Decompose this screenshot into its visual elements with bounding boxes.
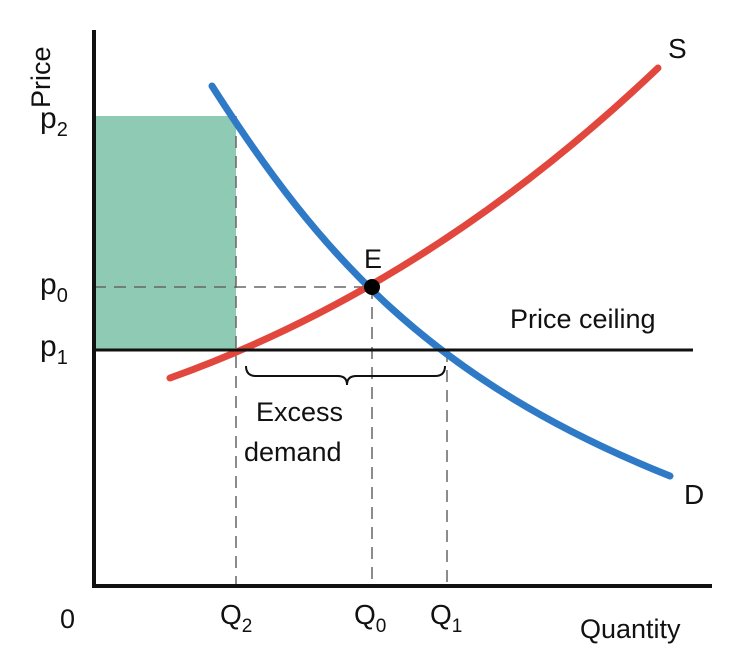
p0-label-sub: 0 (57, 285, 68, 307)
q1-label: Q1 (430, 599, 462, 637)
p1-label-sub: 1 (57, 347, 68, 369)
demand-label: D (684, 479, 704, 510)
p1-label: p1 (40, 330, 68, 369)
p2-label: p2 (40, 102, 68, 141)
p2-label-sub: 2 (57, 119, 68, 141)
excess-demand-label-line1: Excess (256, 397, 343, 427)
q1-label-base: Q (430, 599, 452, 630)
q0-label-base: Q (354, 599, 376, 630)
origin-label: 0 (60, 604, 75, 634)
equilibrium-label: E (364, 244, 382, 274)
supply-label: S (668, 33, 687, 64)
q2-label-sub: 2 (242, 616, 253, 637)
q1-label-sub: 1 (452, 616, 463, 637)
p1-label-base: p (40, 330, 57, 363)
q0-label: Q0 (354, 599, 386, 637)
p0-label: p0 (40, 268, 68, 307)
price-ceiling-label: Price ceiling (510, 304, 656, 334)
shaded-area (94, 116, 236, 350)
q0-label-sub: 0 (376, 616, 387, 637)
excess-demand-label-line2: demand (244, 437, 342, 467)
excess-demand-brace (245, 365, 446, 386)
q2-label-base: Q (220, 599, 242, 630)
equilibrium-point (364, 279, 380, 295)
p2-label-base: p (40, 102, 57, 135)
p0-label-base: p (40, 268, 57, 301)
y-axis-label: Price (26, 46, 56, 108)
q2-label: Q2 (220, 599, 252, 637)
x-axis-label: Quantity (580, 614, 681, 644)
demand-curve (208, 82, 674, 480)
